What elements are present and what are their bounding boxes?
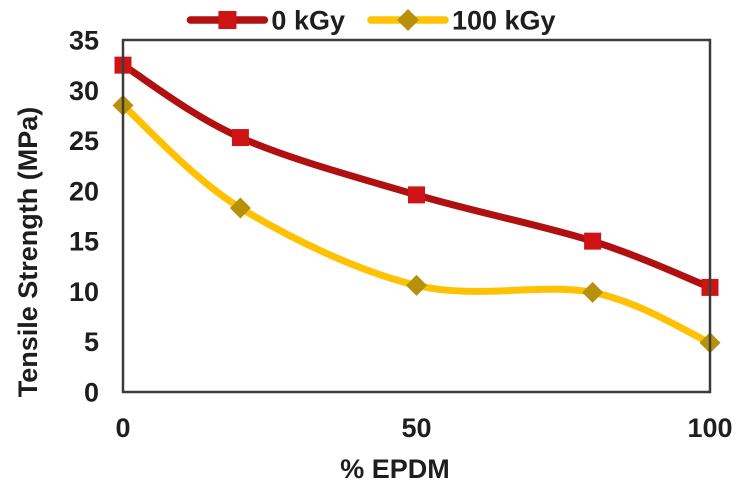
series-line-1 <box>119 101 714 347</box>
legend-item-0-kgy: 0 kGy <box>186 6 345 36</box>
y-tick-label: 30 <box>69 76 99 106</box>
x-tick-label: 0 <box>115 413 130 443</box>
x-tick-label: 50 <box>401 413 431 443</box>
y-axis-tick-labels: 0 5 10 15 20 25 30 35 <box>69 26 99 408</box>
legend-marker-diamond <box>396 9 419 31</box>
plot-border <box>121 38 712 394</box>
x-tick-label: 100 <box>687 413 732 443</box>
y-axis-title: Tensile Strength (MPa) <box>13 107 43 398</box>
legend: 0 kGy 100 kGy <box>186 6 556 36</box>
series-line-0 <box>119 61 714 291</box>
x-axis-tick-labels: 0 50 100 <box>115 413 732 443</box>
series-0-kgy <box>114 56 719 296</box>
data-point-marker-square <box>584 232 602 250</box>
y-tick-label: 10 <box>69 277 99 307</box>
legend-label: 0 kGy <box>271 6 345 36</box>
y-tick-label: 35 <box>69 26 99 56</box>
data-point-marker-square <box>408 186 425 204</box>
data-point-marker-square <box>231 129 249 147</box>
data-point-marker-diamond <box>406 274 427 296</box>
data-point-marker-diamond <box>229 197 251 219</box>
y-tick-label: 15 <box>69 227 99 257</box>
x-axis-title: % EPDM <box>340 454 450 484</box>
y-tick-label: 25 <box>69 126 99 156</box>
legend-marker-square <box>218 11 237 29</box>
legend-item-100-kgy: 100 kGy <box>367 6 556 36</box>
y-tick-label: 0 <box>84 378 99 408</box>
data-point-marker-diamond <box>582 281 604 303</box>
y-tick-label: 20 <box>69 176 99 206</box>
legend-label: 100 kGy <box>452 6 556 36</box>
y-tick-label: 5 <box>84 327 99 357</box>
series-100-kgy <box>112 94 721 354</box>
